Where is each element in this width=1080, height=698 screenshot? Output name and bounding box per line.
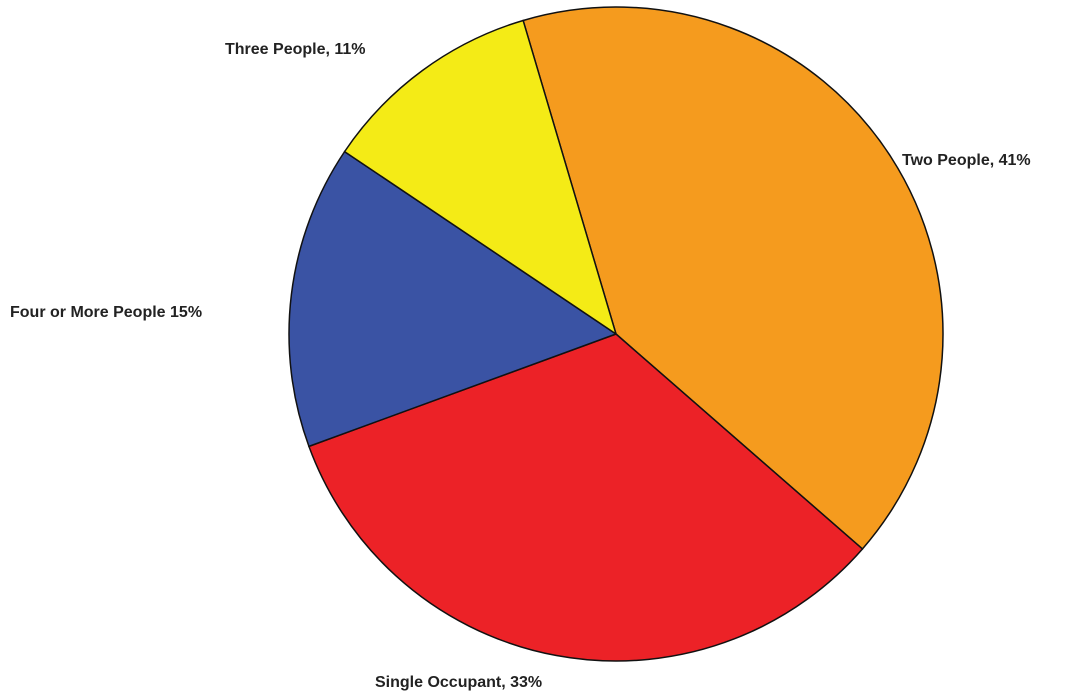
pie-slice-single-occupant bbox=[307, 333, 864, 662]
slice-label-three-people: Three People, 11% bbox=[225, 41, 366, 58]
pie-slice-four-or-more-people bbox=[288, 150, 618, 448]
pie-slice-three-people bbox=[343, 19, 618, 336]
slice-label-four-or-more-people: Four or More People 15% bbox=[10, 304, 202, 321]
pie-slices bbox=[288, 6, 944, 662]
slice-label-two-people: Two People, 41% bbox=[902, 152, 1031, 169]
pie-labels: Two People, 41% Single Occupant, 33% Fou… bbox=[10, 41, 1031, 691]
pie-slice-two-people bbox=[522, 6, 944, 551]
slice-label-single-occupant: Single Occupant, 33% bbox=[375, 674, 542, 691]
